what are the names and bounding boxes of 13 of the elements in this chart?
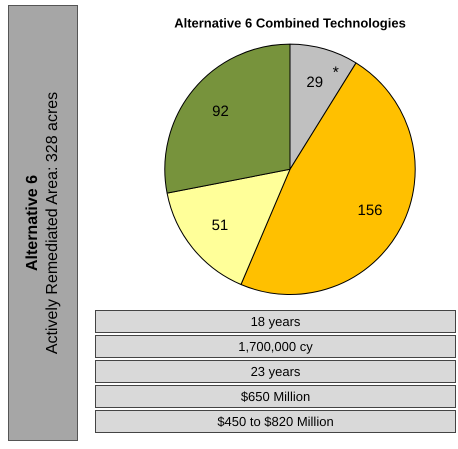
text: Actively Remediated Area: 328 acres xyxy=(44,92,61,354)
chart-title: Alternative 6 Combined Technologies xyxy=(174,15,406,30)
data-label: 156 xyxy=(357,202,383,219)
data-label: 92 xyxy=(212,103,229,120)
data-label: 29 xyxy=(306,74,324,91)
text: Alternative 6 xyxy=(23,174,42,274)
text: 23 years xyxy=(95,360,456,383)
text: * xyxy=(332,64,339,82)
data-label: 51 xyxy=(212,217,228,234)
text: 18 years xyxy=(95,310,456,333)
text: 1,700,000 cy xyxy=(95,335,456,358)
text: $450 to $820 Million xyxy=(95,410,456,433)
text: $650 Million xyxy=(95,385,456,408)
